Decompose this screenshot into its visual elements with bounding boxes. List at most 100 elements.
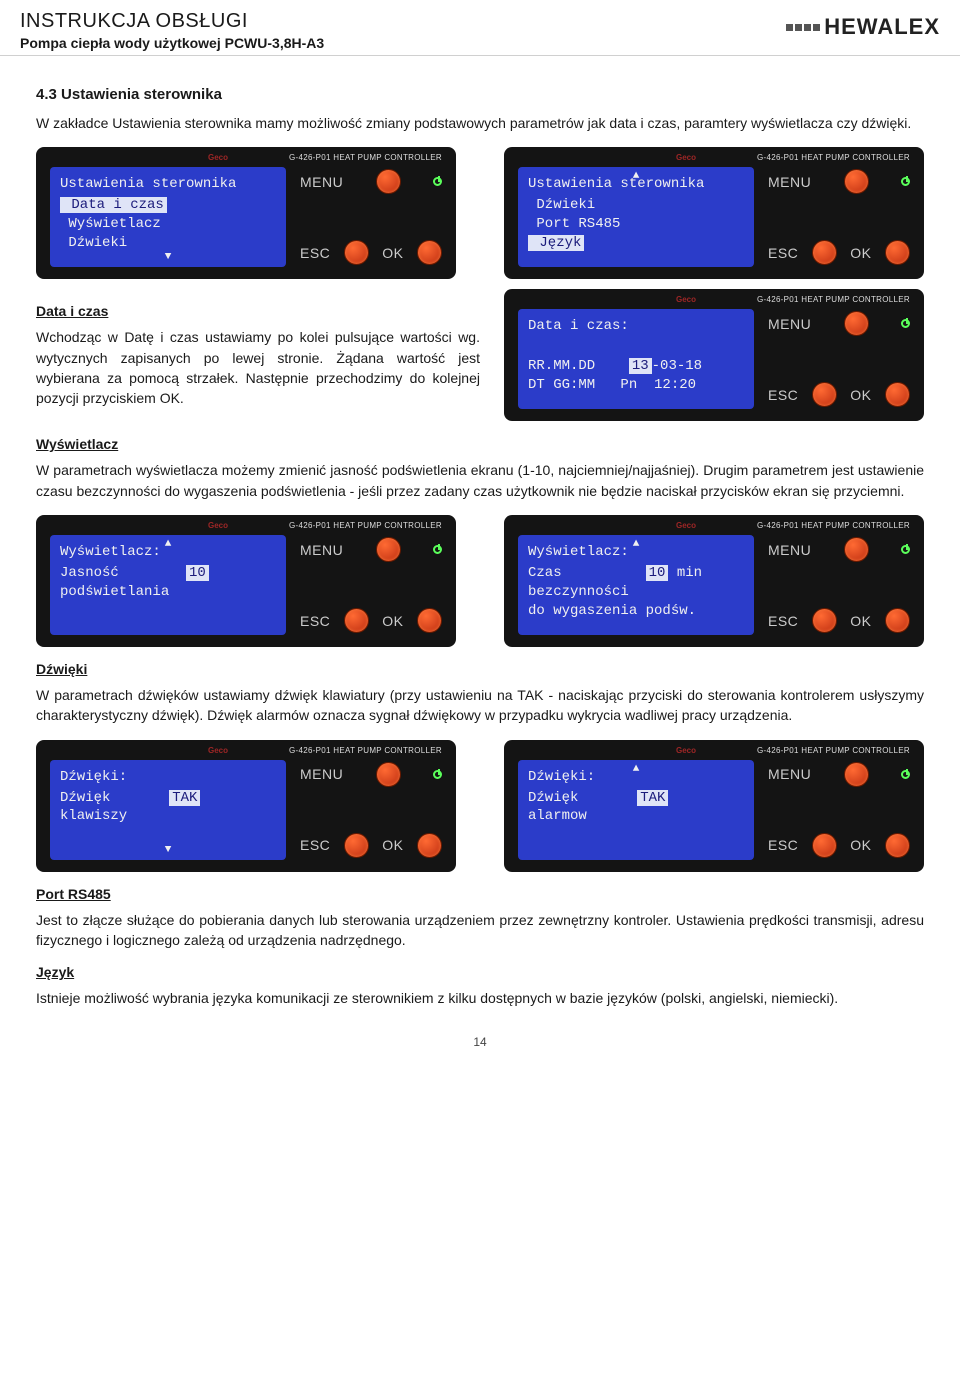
device-buttons: MENU ESC OK <box>300 527 442 637</box>
device-brand: Geco <box>208 746 228 755</box>
menu-button[interactable]: MENU <box>768 542 811 558</box>
nav-button[interactable] <box>812 240 837 265</box>
screen-line: Data i czas <box>60 196 276 215</box>
screen-line: Dźwieki <box>528 196 744 215</box>
page-number: 14 <box>36 1035 924 1049</box>
screen-title: Ustawienia sterownika <box>60 175 276 194</box>
device-buttons: MENU ESC OK <box>768 752 910 862</box>
device-brand: Geco <box>208 521 228 530</box>
ok-button[interactable]: OK <box>382 837 403 853</box>
esc-button[interactable]: ESC <box>300 837 330 853</box>
device-row-display: Geco G-426-P01 HEAT PUMP CONTROLLER Wyśw… <box>36 515 924 647</box>
page-header: INSTRUKCJA OBSŁUGI Pompa ciepła wody uży… <box>0 0 960 56</box>
screen-display-2: Wyświetlacz: ▲ Czas 10 min bezczynności … <box>518 535 754 635</box>
screen-line: alarmow <box>528 807 744 826</box>
ok-button[interactable]: OK <box>850 387 871 403</box>
menu-button[interactable]: MENU <box>300 766 343 782</box>
arrow-up-icon: ▲ <box>165 537 172 552</box>
nav-button[interactable] <box>812 833 837 858</box>
screen-line: bezczynności <box>528 583 744 602</box>
device-brand: Geco <box>208 153 228 162</box>
header-left: INSTRUKCJA OBSŁUGI Pompa ciepła wody uży… <box>20 10 324 51</box>
nav-button[interactable] <box>344 608 369 633</box>
nav-button[interactable] <box>812 382 837 407</box>
menu-button[interactable]: MENU <box>768 174 811 190</box>
ok-button[interactable]: OK <box>850 837 871 853</box>
menu-button[interactable]: MENU <box>300 174 343 190</box>
ok-button[interactable]: OK <box>850 245 871 261</box>
arrow-down-icon: ▼ <box>165 250 172 265</box>
device-sounds-1: Geco G-426-P01 HEAT PUMP CONTROLLER Dźwi… <box>36 740 456 872</box>
device-model: G-426-P01 HEAT PUMP CONTROLLER <box>757 153 910 162</box>
nav-button[interactable] <box>844 169 869 194</box>
nav-button[interactable] <box>417 833 442 858</box>
row-date: Data i czas Wchodząc w Datę i czas ustaw… <box>36 289 924 422</box>
nav-button[interactable] <box>812 608 837 633</box>
nav-button[interactable] <box>344 240 369 265</box>
device-model: G-426-P01 HEAT PUMP CONTROLLER <box>289 746 442 755</box>
esc-button[interactable]: ESC <box>768 387 798 403</box>
power-icon[interactable] <box>433 770 442 779</box>
nav-button[interactable] <box>376 762 401 787</box>
esc-button[interactable]: ESC <box>768 613 798 629</box>
screen-line <box>528 338 744 357</box>
sub-heading-lang: Język <box>36 964 924 980</box>
esc-button[interactable]: ESC <box>300 613 330 629</box>
sub-body-display: W parametrach wyświetlacza możemy zmieni… <box>36 460 924 501</box>
device-date: Geco G-426-P01 HEAT PUMP CONTROLLER Data… <box>504 289 924 421</box>
menu-button[interactable]: MENU <box>768 316 811 332</box>
screen-line: podświetlania <box>60 583 276 602</box>
power-icon[interactable] <box>433 177 442 186</box>
screen-date: Data i czas: RR.MM.DD 13-03-18 DT GG:MM … <box>518 309 754 409</box>
power-icon[interactable] <box>901 319 910 328</box>
device-settings-1: Geco G-426-P01 HEAT PUMP CONTROLLER Usta… <box>36 147 456 279</box>
power-icon[interactable] <box>901 545 910 554</box>
device-sounds-2: Geco G-426-P01 HEAT PUMP CONTROLLER Dźwi… <box>504 740 924 872</box>
screen-line: do wygaszenia podśw. <box>528 602 744 621</box>
nav-button[interactable] <box>885 382 910 407</box>
screen-line: Wyświetlacz <box>60 215 276 234</box>
esc-button[interactable]: ESC <box>300 245 330 261</box>
content-area: 4.3 Ustawienia sterownika W zakładce Ust… <box>0 56 960 1069</box>
esc-button[interactable]: ESC <box>768 837 798 853</box>
power-icon[interactable] <box>901 177 910 186</box>
brand-text: HEWALEX <box>824 14 940 40</box>
nav-button[interactable] <box>376 169 401 194</box>
esc-button[interactable]: ESC <box>768 245 798 261</box>
nav-button[interactable] <box>417 608 442 633</box>
nav-button[interactable] <box>885 240 910 265</box>
device-model: G-426-P01 HEAT PUMP CONTROLLER <box>757 521 910 530</box>
screen-line: Czas 10 min <box>528 564 744 583</box>
nav-button[interactable] <box>344 833 369 858</box>
sub-heading-port: Port RS485 <box>36 886 924 902</box>
nav-button[interactable] <box>885 608 910 633</box>
arrow-up-icon: ▲ <box>633 169 640 184</box>
sub-body-lang: Istnieje możliwość wybrania języka komun… <box>36 988 924 1008</box>
nav-button[interactable] <box>844 311 869 336</box>
nav-button[interactable] <box>844 762 869 787</box>
device-display-1: Geco G-426-P01 HEAT PUMP CONTROLLER Wyśw… <box>36 515 456 647</box>
arrow-down-icon: ▼ <box>165 843 172 858</box>
menu-button[interactable]: MENU <box>768 766 811 782</box>
device-brand: Geco <box>676 521 696 530</box>
screen-title: Dźwięki: <box>60 768 276 787</box>
sub-body-sounds: W parametrach dźwięków ustawiamy dźwięk … <box>36 685 924 726</box>
screen-line: Port RS485 <box>528 215 744 234</box>
device-model: G-426-P01 HEAT PUMP CONTROLLER <box>289 521 442 530</box>
nav-button[interactable] <box>885 833 910 858</box>
device-settings-2: Geco G-426-P01 HEAT PUMP CONTROLLER Usta… <box>504 147 924 279</box>
ok-button[interactable]: OK <box>382 613 403 629</box>
device-buttons: MENU ESC OK <box>768 159 910 269</box>
device-brand: Geco <box>676 295 696 304</box>
screen-line: Dźwięk TAK <box>60 789 276 808</box>
screen-line: klawiszy <box>60 807 276 826</box>
menu-button[interactable]: MENU <box>300 542 343 558</box>
power-icon[interactable] <box>433 545 442 554</box>
nav-button[interactable] <box>844 537 869 562</box>
nav-button[interactable] <box>417 240 442 265</box>
ok-button[interactable]: OK <box>850 613 871 629</box>
nav-button[interactable] <box>376 537 401 562</box>
power-icon[interactable] <box>901 770 910 779</box>
device-model: G-426-P01 HEAT PUMP CONTROLLER <box>757 295 910 304</box>
ok-button[interactable]: OK <box>382 245 403 261</box>
